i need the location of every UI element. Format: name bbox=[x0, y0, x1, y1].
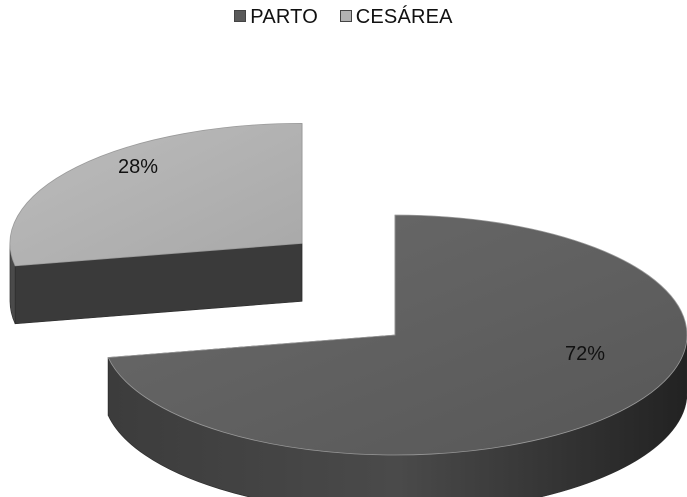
data-label-parto: 72% bbox=[565, 343, 605, 365]
legend-label-cesarea: CESÁREA bbox=[355, 6, 453, 28]
slice-top-parto bbox=[107, 214, 687, 456]
chart-legend: PARTO CESÁREA bbox=[0, 6, 687, 29]
legend-swatch-cesarea bbox=[339, 10, 352, 22]
legend-item-parto: PARTO bbox=[234, 6, 318, 29]
slice-parto bbox=[107, 214, 687, 497]
legend-label-parto: PARTO bbox=[250, 6, 318, 28]
legend-item-cesarea: CESÁREA bbox=[339, 6, 453, 29]
slice-top-cesrea bbox=[9, 122, 303, 267]
data-label-cesrea: 28% bbox=[118, 156, 158, 178]
legend-swatch-parto bbox=[234, 10, 247, 22]
slice-cesrea bbox=[9, 122, 303, 325]
